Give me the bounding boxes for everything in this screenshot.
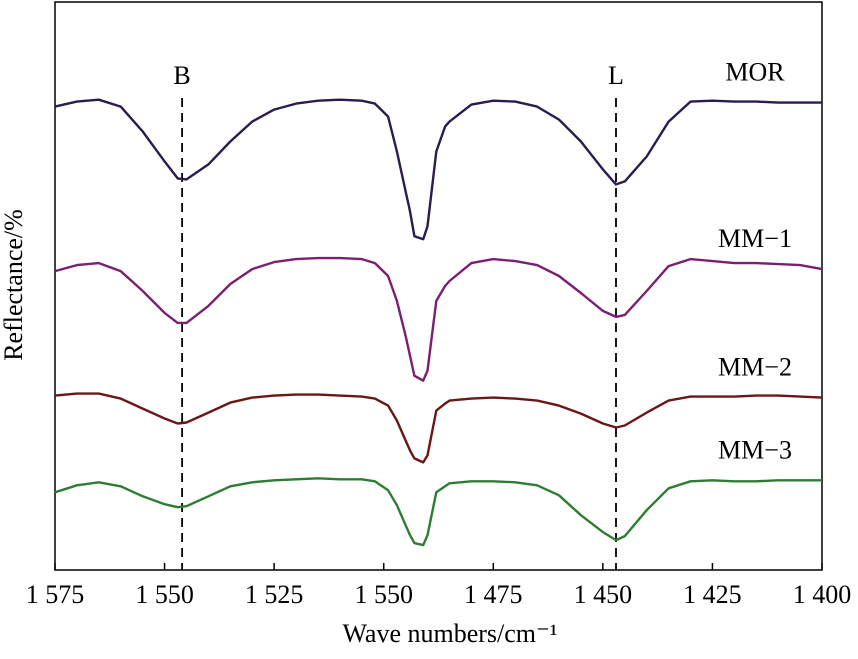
series-label: MM−3 (718, 435, 792, 464)
x-tick-label: 1 450 (574, 580, 633, 609)
x-tick-label: 1 400 (793, 580, 852, 609)
y-axis-label: Reflectance/% (0, 209, 28, 361)
series-label: MM−1 (718, 224, 792, 253)
x-axis-label: Wave numbers/cm⁻¹ (342, 619, 557, 648)
series-label: MOR (725, 58, 785, 87)
x-tick-label: 1 550 (135, 580, 194, 609)
annotation-label: B (173, 61, 190, 90)
x-tick-label: 1 475 (464, 580, 523, 609)
series-line (54, 98, 822, 241)
x-tick-label: 1 525 (245, 580, 304, 609)
x-tick-label: 1 550 (354, 580, 413, 609)
series-label: MM−2 (718, 353, 792, 382)
series-line (54, 477, 822, 547)
x-tick-label: 1 425 (683, 580, 742, 609)
plot-frame (54, 1, 823, 571)
series-line (54, 256, 823, 382)
series-line (54, 392, 823, 464)
annotation-label: L (608, 61, 624, 90)
x-tick-label: 1 575 (26, 580, 85, 609)
